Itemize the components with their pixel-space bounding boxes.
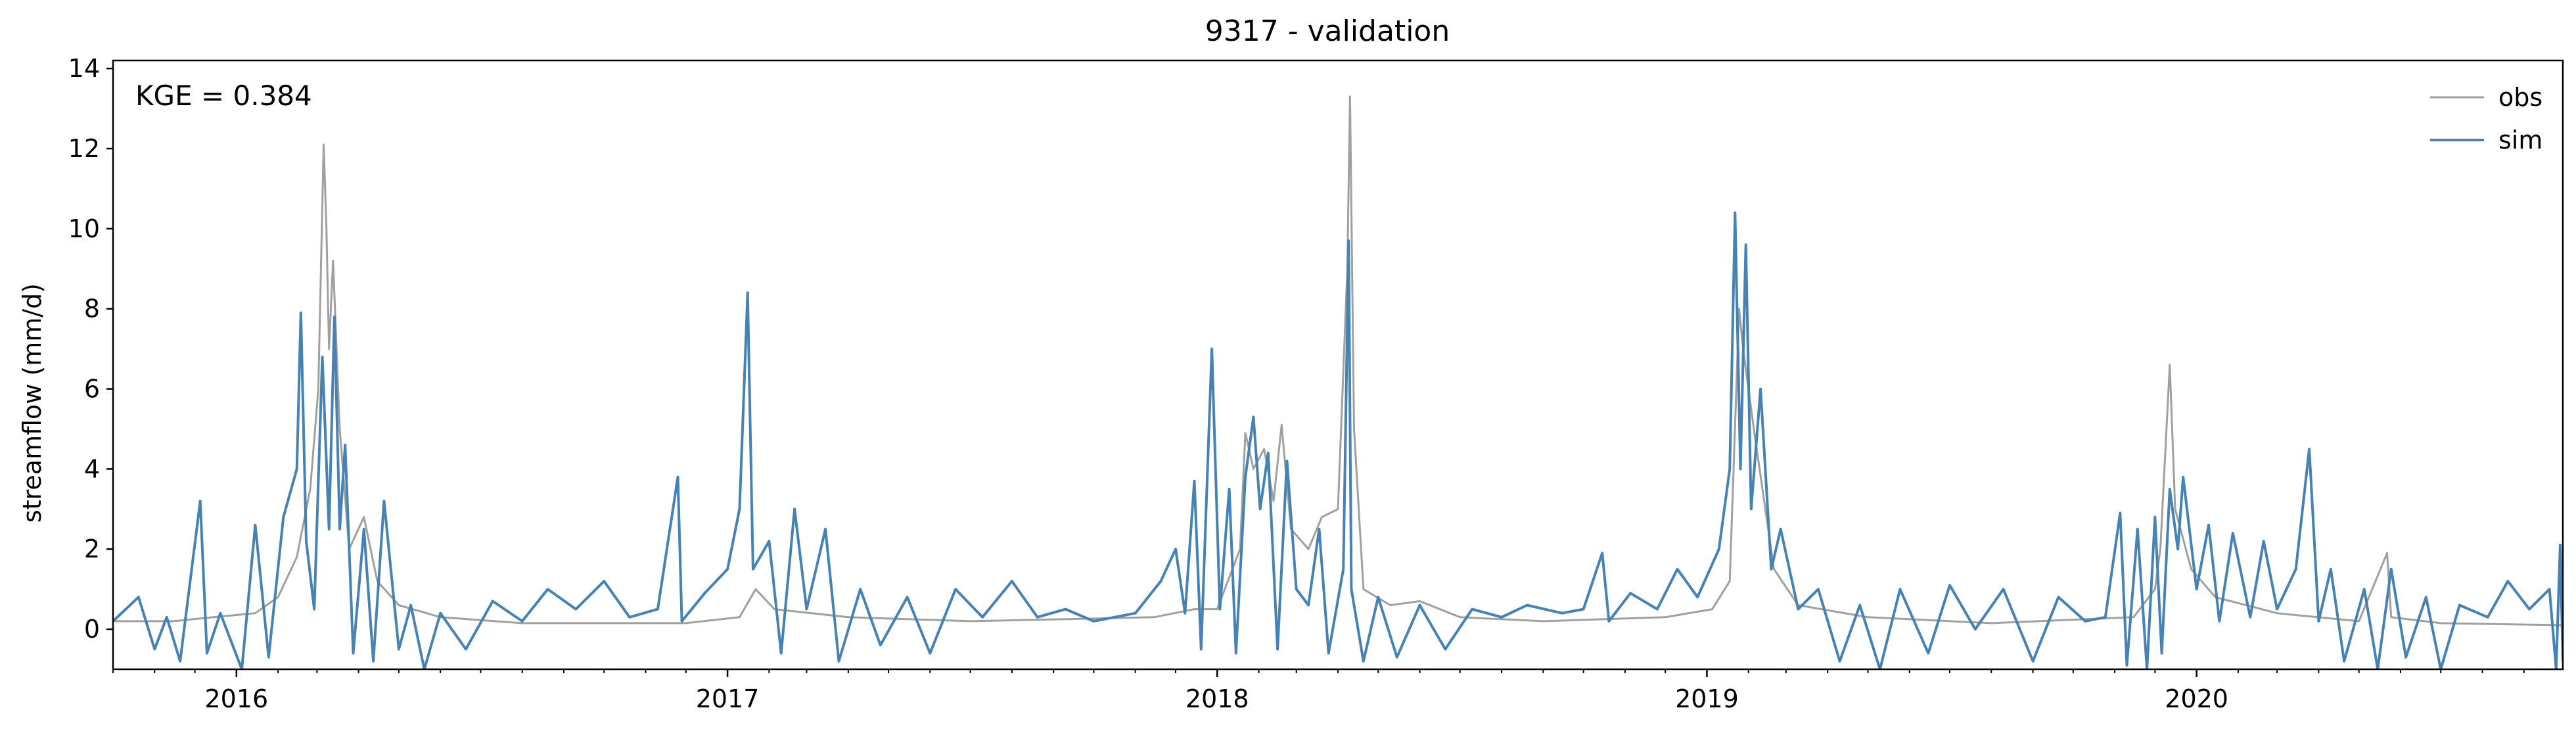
y-tick-label: 4	[84, 454, 100, 483]
x-tick-label: 2020	[2165, 684, 2228, 713]
series-layer	[113, 95, 2563, 669]
x-tick-label: 2018	[1185, 684, 1249, 713]
y-tick-label: 10	[68, 214, 100, 243]
series-line-sim	[113, 211, 2563, 669]
chart-title: 9317 - validation	[1205, 14, 1450, 48]
legend: obs sim	[2430, 83, 2542, 154]
y-tick-label: 6	[84, 375, 100, 404]
x-tick-label: 2016	[204, 684, 268, 713]
y-tick-label: 8	[84, 295, 100, 323]
y-axis-label: streamflow (mm/d)	[18, 283, 47, 523]
x-axis: 2016 2017 2018 2019 2020	[112, 669, 2525, 713]
legend-label-obs: obs	[2498, 83, 2542, 112]
y-tick-label: 0	[84, 615, 100, 644]
y-tick-label: 14	[68, 54, 100, 83]
kge-annotation: KGE = 0.384	[135, 80, 312, 112]
legend-label-sim: sim	[2498, 126, 2542, 154]
y-axis: 0 2 4 6 8 10 12 14	[68, 54, 113, 644]
y-tick-label: 12	[68, 134, 100, 163]
y-tick-label: 2	[84, 534, 100, 563]
x-tick-label: 2019	[1675, 684, 1739, 713]
x-tick-label: 2017	[696, 684, 760, 713]
